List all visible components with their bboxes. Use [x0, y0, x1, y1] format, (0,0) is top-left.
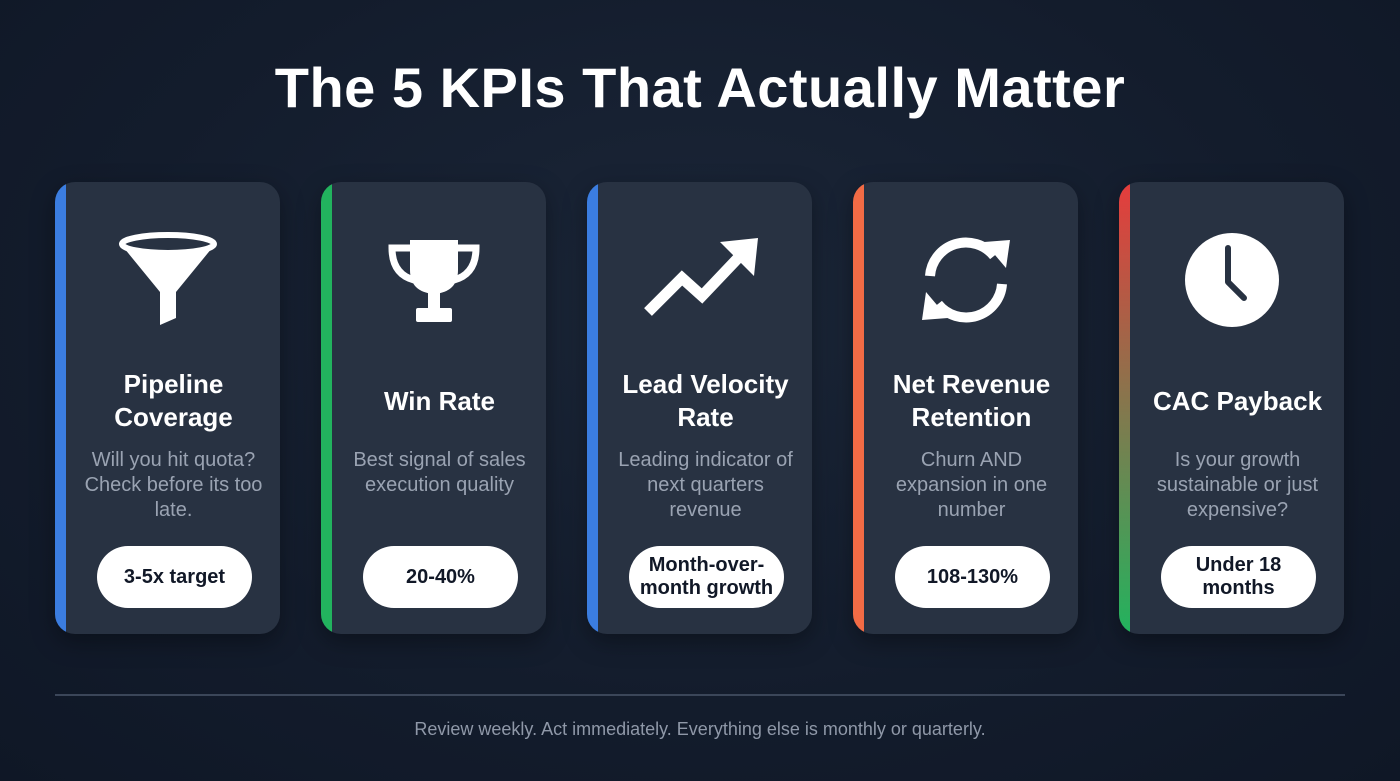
trending-up-icon [587, 230, 812, 330]
accent-bar [587, 182, 598, 634]
kpi-target-badge: Month-over-month growth [629, 546, 784, 608]
accent-bar [1119, 182, 1130, 634]
kpi-target-badge: 108-130% [895, 546, 1050, 608]
footer-note: Review weekly. Act immediately. Everythi… [414, 719, 986, 739]
funnel-icon [55, 230, 280, 330]
kpi-name: Net Revenue Retention [892, 369, 1051, 432]
accent-bar [321, 182, 332, 634]
trophy-icon [321, 230, 546, 330]
kpi-card-pipeline-coverage: Pipeline Coverage Will you hit quota? Ch… [55, 182, 280, 634]
kpi-target-badge: 20-40% [363, 546, 518, 608]
kpi-description: Best signal of sales execution quality [353, 449, 526, 496]
divider [55, 694, 1345, 696]
page-title: The 5 KPIs That Actually Matter [274, 56, 1126, 119]
kpi-description: Churn AND expansion in one number [895, 449, 1048, 521]
accent-bar [853, 182, 864, 634]
accent-bar [55, 182, 66, 634]
kpi-card-win-rate: Win Rate Best signal of sales execution … [321, 182, 546, 634]
clock-icon [1119, 230, 1344, 330]
kpi-description: Is your growth sustainable or just expen… [1156, 449, 1319, 521]
kpi-description: Will you hit quota? Check before its too… [84, 449, 263, 521]
kpi-name: CAC Payback [1152, 385, 1323, 416]
kpi-card-net-revenue-retention: Net Revenue Retention Churn AND expansio… [853, 182, 1078, 634]
kpi-target-badge: 3-5x target [97, 546, 252, 608]
kpi-name: Win Rate [384, 385, 495, 416]
kpi-name: Pipeline Coverage [114, 369, 233, 432]
kpi-card-cac-payback: CAC Payback Is your growth sustainable o… [1119, 182, 1344, 634]
kpi-card-lead-velocity-rate: Lead Velocity Rate Leading indicator of … [587, 182, 812, 634]
refresh-icon [853, 230, 1078, 330]
kpi-target-badge: Under 18 months [1161, 546, 1316, 608]
kpi-name: Lead Velocity Rate [622, 369, 789, 432]
kpi-description: Leading indicator of next quarters reven… [618, 449, 793, 521]
